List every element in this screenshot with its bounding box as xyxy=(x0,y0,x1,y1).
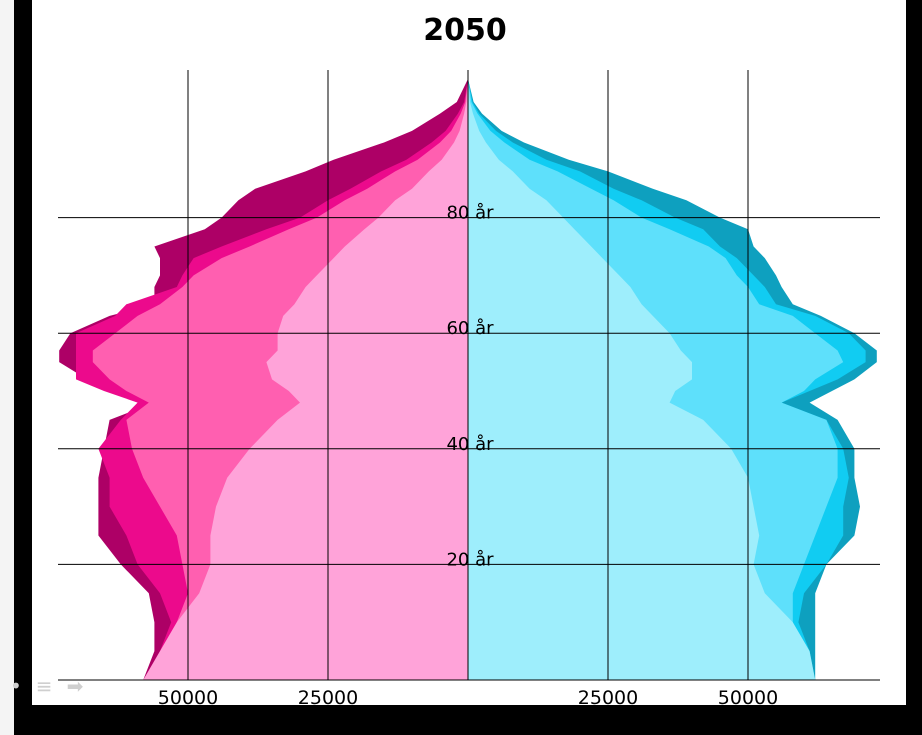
ghost-arrow-icon: ➡ xyxy=(66,674,84,698)
male-layer2-area xyxy=(468,78,816,680)
age-label-20: 20 år xyxy=(446,549,494,570)
age-label-40: 40 år xyxy=(446,434,494,455)
female-layer2-area xyxy=(143,78,468,680)
x-tick-labels: 50000 25000 25000 50000 xyxy=(158,687,778,709)
x-tick-label-1: 25000 xyxy=(298,687,358,709)
ghost-list-icon: ≡ xyxy=(35,674,53,698)
grid-lines xyxy=(58,70,880,681)
left-margin-strip xyxy=(0,0,14,735)
ghost-tool-icon-1: • xyxy=(10,674,22,698)
x-tick-label-3: 50000 xyxy=(718,687,778,709)
age-label-80: 80 år xyxy=(446,203,494,224)
ghost-toolbar: • ≡ ➡ xyxy=(10,668,120,704)
age-tick-labels: 20 år 40 år 60 år 80 år xyxy=(446,203,494,571)
chart-title: 2050 xyxy=(423,13,507,48)
age-label-60: 60 år xyxy=(446,318,494,339)
x-tick-label-2: 25000 xyxy=(578,687,638,709)
female-area-layers xyxy=(59,78,469,680)
x-tick-label-0: 50000 xyxy=(158,687,218,709)
male-area-layers xyxy=(468,78,877,680)
